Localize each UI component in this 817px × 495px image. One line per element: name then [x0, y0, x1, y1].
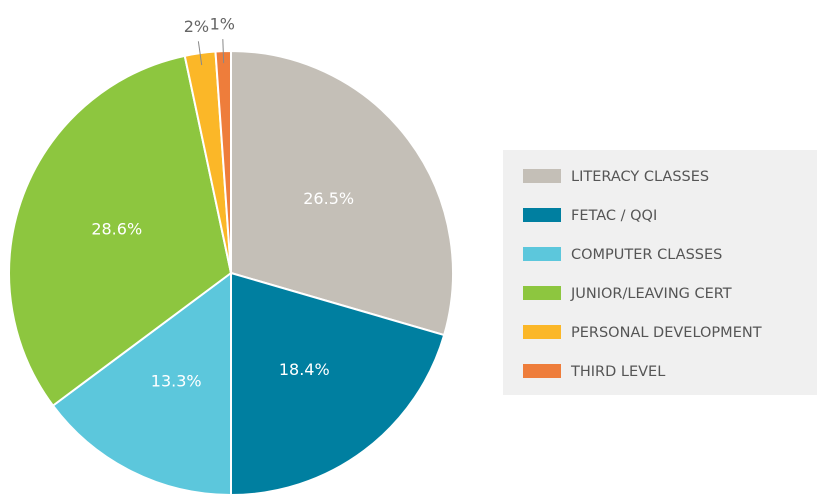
legend-swatch: [523, 325, 561, 339]
legend-label: COMPUTER CLASSES: [571, 247, 722, 263]
pie-slice: [51, 271, 232, 495]
legend-label: PERSONAL DEVELOPMENT: [571, 325, 762, 341]
legend-label: THIRD LEVEL: [570, 364, 665, 380]
slice-label: 28.6%: [91, 219, 142, 238]
pie-slice: [230, 271, 446, 495]
legend-label: LITERACY CLASSES: [571, 169, 709, 185]
slice-label: 13.3%: [151, 372, 202, 391]
legend-swatch: [523, 247, 561, 261]
slice-label: 18.4%: [279, 360, 330, 379]
slice-label: 2%: [184, 17, 209, 36]
legend-box: [503, 150, 817, 395]
leader-line: [222, 39, 225, 64]
legend-label: FETAC / QQI: [571, 208, 657, 224]
legend-swatch: [523, 364, 561, 378]
legend-swatch: [523, 208, 561, 222]
leader-line: [197, 41, 203, 66]
slice-label: 1%: [210, 15, 235, 34]
legend-swatch: [523, 169, 561, 183]
legend-label: JUNIOR/LEAVING CERT: [570, 286, 732, 302]
pie-slice: [230, 49, 454, 337]
legend-swatch: [523, 286, 561, 300]
slice-label: 26.5%: [303, 189, 354, 208]
pie-slice: [8, 54, 233, 408]
